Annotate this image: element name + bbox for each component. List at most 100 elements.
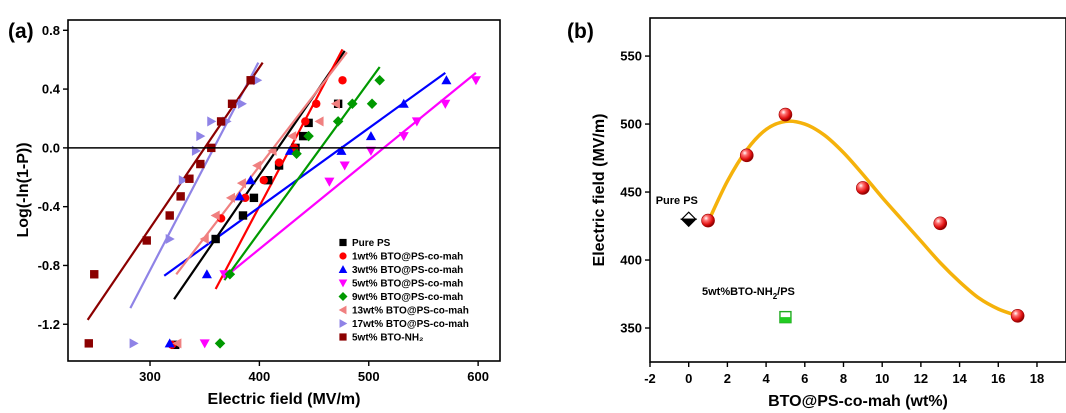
x-tick-label: 600 (467, 369, 489, 384)
data-point-series-1 (338, 76, 347, 85)
data-point-series-3 (440, 99, 451, 109)
data-point-series-0 (263, 176, 273, 185)
data-point-series-5 (252, 160, 262, 171)
data-point-series-7 (246, 76, 255, 85)
x-tick-label: 400 (249, 369, 271, 384)
data-point-series-5 (199, 233, 209, 245)
data-point-series-4 (303, 130, 314, 142)
x-tick-label: 12 (914, 371, 928, 386)
data-point-series-7 (196, 159, 205, 169)
panel-b-y-axis-title: Electric field (MV/m) (591, 114, 608, 267)
panel-b-annotations: Pure PS 5wt%BTO-NH2/PS (656, 195, 795, 324)
data-point-sphere (701, 213, 715, 228)
x-tick-label: 2 (724, 371, 731, 386)
legend-label: 5wt% BTO@PS-co-mah (352, 279, 463, 290)
data-point-series-3 (470, 76, 481, 86)
data-point-series-4 (214, 338, 226, 349)
data-point-series-2 (201, 269, 212, 279)
panel-b-points (701, 107, 1025, 323)
data-point-series-7 (165, 211, 174, 220)
legend-marker (338, 265, 348, 273)
panel-a-y-ticks: -1.2 -0.8 -0.4 0.0 0.4 0.8 (38, 23, 68, 332)
data-point-series-2 (234, 191, 245, 201)
data-point-series-1 (301, 117, 310, 126)
data-point-series-7 (90, 270, 99, 279)
data-point-series-5 (172, 338, 182, 349)
data-point-series-2 (245, 175, 256, 185)
x-tick-label: 500 (358, 369, 380, 384)
y-tick-label: 500 (620, 117, 642, 132)
bto-nh2-label: 5wt%BTO-NH2/PS (702, 286, 795, 301)
data-point-series-0 (211, 234, 220, 244)
panel-b-x-axis-title: BTO@PS-co-mah (wt%) (768, 393, 948, 410)
legend-marker (338, 292, 348, 301)
x-tick-label: 18 (1030, 371, 1044, 386)
pure-ps-marker-top (680, 211, 698, 220)
data-point-series-6 (165, 233, 175, 245)
legend-label: 5wt% BTO-NH₂ (352, 333, 423, 344)
data-point-series-6 (237, 98, 247, 109)
data-point-series-7 (176, 192, 185, 201)
panel-b-y-ticks: 350 400 450 500 550 (620, 49, 650, 336)
legend-label: 3wt% BTO@PS-co-mah (352, 265, 463, 276)
data-point-sphere (1010, 308, 1025, 323)
x-tick-label: 8 (840, 371, 847, 386)
panel-a-x-ticks: 300 400 500 600 (139, 361, 489, 384)
panel-a-y-axis-title: Log(-ln(1-P)) (15, 142, 32, 237)
legend-label: 9wt% BTO@PS-co-mah (352, 292, 463, 303)
y-tick-label: 450 (620, 185, 642, 200)
x-tick-label: -2 (644, 371, 656, 386)
y-tick-label: -1.2 (38, 317, 60, 332)
panel-b-x-ticks: -2 0 2 4 6 8 10 12 14 16 18 (644, 362, 1044, 386)
data-point-series-4 (347, 98, 358, 110)
data-point-series-3 (411, 117, 422, 127)
data-point-sphere (778, 107, 793, 122)
data-point-series-3 (365, 146, 376, 156)
data-point-series-6 (196, 131, 206, 142)
data-point-series-0 (238, 211, 248, 220)
legend-label: 1wt% BTO@PS-co-mah (352, 252, 463, 263)
x-tick-label: 300 (139, 369, 161, 384)
data-point-series-5 (330, 98, 340, 109)
y-tick-label: 350 (620, 321, 642, 336)
legend-marker (339, 252, 347, 260)
data-point-series-4 (291, 148, 302, 160)
legend-label: Pure PS (352, 238, 391, 249)
legend-marker (339, 238, 347, 247)
data-point-series-5 (225, 192, 235, 203)
data-point-series-7 (216, 117, 226, 126)
y-tick-label: 0.4 (42, 82, 61, 97)
data-point-series-5 (287, 131, 297, 142)
data-point-series-5 (210, 210, 220, 221)
data-point-series-7 (84, 339, 93, 348)
y-tick-label: 550 (620, 49, 642, 64)
data-point-series-1 (312, 99, 321, 108)
data-point-series-3 (339, 161, 350, 171)
data-point-series-6 (207, 116, 217, 127)
x-tick-label: 0 (685, 371, 692, 386)
panel-a-frame (67, 19, 501, 362)
x-tick-label: 6 (801, 371, 808, 386)
fit-line-series-3 (225, 72, 477, 277)
data-point-series-2 (441, 75, 452, 85)
pure-ps-label: Pure PS (656, 195, 698, 207)
data-point-series-4 (224, 269, 236, 280)
data-point-sphere (933, 216, 948, 231)
data-point-series-7 (142, 236, 151, 245)
legend-marker (339, 319, 348, 328)
data-point-series-7 (227, 99, 237, 108)
data-point-sphere (856, 181, 870, 195)
legend-marker (338, 279, 348, 288)
x-tick-label: 4 (762, 371, 770, 386)
data-point-series-3 (398, 132, 409, 142)
x-tick-label: 10 (875, 371, 889, 386)
panel-a-label: (a) (8, 20, 34, 43)
x-tick-label: 14 (952, 371, 967, 386)
y-tick-label: -0.8 (38, 258, 60, 273)
panel-a-chart: (a) 300 400 500 600 -1.2 -0.8 -0.4 0.0 0.4 0.8 E… (8, 19, 501, 408)
y-tick-label: 0.8 (42, 23, 60, 38)
data-point-series-2 (336, 145, 347, 155)
panel-a-x-axis-title: Electric field (MV/m) (208, 391, 361, 408)
